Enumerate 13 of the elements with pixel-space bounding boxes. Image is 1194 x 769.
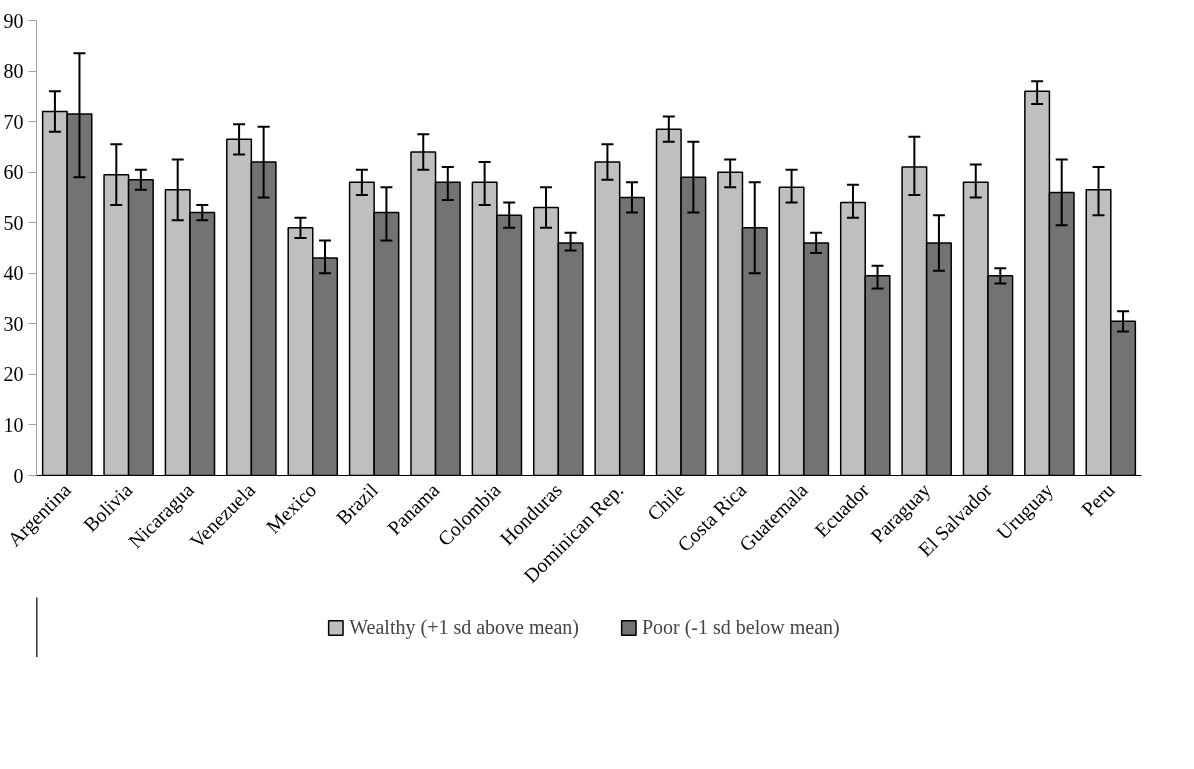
legend-label: Poor (-1 sd below mean) [641, 615, 840, 639]
y-tick-label: 30 [3, 312, 24, 335]
y-tick-label: 0 [13, 464, 24, 487]
y-tick-label: 60 [3, 161, 24, 184]
y-tick-label: 10 [3, 413, 24, 436]
legend-label: Wealthy (+1 sd above mean) [349, 615, 579, 639]
y-tick-label: 20 [3, 363, 24, 386]
y-tick-label: 90 [3, 9, 24, 32]
y-tick-label: 40 [3, 262, 24, 285]
y-tick-label: 70 [3, 110, 24, 133]
y-tick-label: 80 [3, 60, 24, 83]
x-tick-label: Peru [1077, 478, 1119, 521]
y-tick-label: 50 [3, 211, 24, 234]
